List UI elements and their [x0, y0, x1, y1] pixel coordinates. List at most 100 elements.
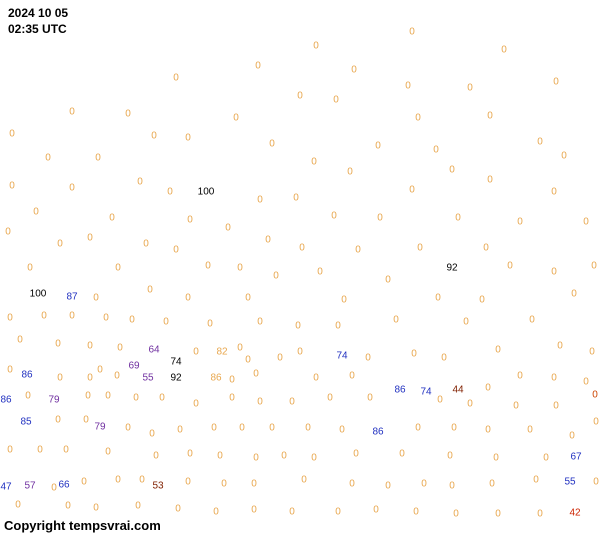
data-point: 0	[55, 339, 61, 350]
data-point: 0	[55, 415, 61, 426]
data-point: 0	[317, 267, 323, 278]
data-point: 0	[229, 375, 235, 386]
data-point: 0	[297, 91, 303, 102]
data-point: 0	[265, 235, 271, 246]
data-point: 0	[37, 445, 43, 456]
data-point: 0	[543, 453, 549, 464]
data-point: 0	[453, 509, 459, 520]
data-point: 0	[487, 111, 493, 122]
data-point: 0	[257, 397, 263, 408]
data-point: 0	[353, 449, 359, 460]
data-point: 0	[253, 453, 259, 464]
data-point: 0	[133, 393, 139, 404]
data-point: 0	[97, 365, 103, 376]
data-point: 0	[533, 475, 539, 486]
data-point: 0	[593, 477, 599, 488]
data-point: 0	[299, 243, 305, 254]
data-point: 0	[327, 393, 333, 404]
data-point: 0	[175, 504, 181, 515]
data-point: 86	[372, 427, 383, 438]
data-point: 0	[313, 41, 319, 52]
data-point: 0	[311, 453, 317, 464]
data-point: 57	[24, 481, 35, 492]
data-point: 0	[193, 399, 199, 410]
data-point: 0	[33, 207, 39, 218]
data-point: 47	[0, 482, 11, 493]
data-point: 0	[341, 295, 347, 306]
data-point: 0	[17, 335, 23, 346]
data-point: 53	[152, 481, 163, 492]
data-point: 0	[447, 451, 453, 462]
data-point: 0	[281, 451, 287, 462]
data-point: 0	[351, 65, 357, 76]
data-point: 0	[269, 139, 275, 150]
data-point: 79	[48, 395, 59, 406]
data-point: 0	[399, 449, 405, 460]
data-point: 0	[551, 373, 557, 384]
data-point: 0	[589, 347, 595, 358]
data-point: 0	[583, 217, 589, 228]
data-point: 0	[239, 423, 245, 434]
data-point: 0	[167, 187, 173, 198]
data-point: 74	[336, 351, 347, 362]
data-point: 0	[149, 429, 155, 440]
data-point: 86	[394, 385, 405, 396]
data-point: 0	[57, 373, 63, 384]
data-point: 64	[148, 345, 159, 356]
data-point: 0	[45, 153, 51, 164]
data-point: 0	[87, 341, 93, 352]
data-point: 0	[7, 313, 13, 324]
data-point: 0	[213, 507, 219, 518]
data-point: 0	[485, 425, 491, 436]
data-point: 0	[583, 377, 589, 388]
data-point: 0	[349, 371, 355, 382]
data-point: 0	[81, 477, 87, 488]
data-point: 0	[63, 445, 69, 456]
data-point: 0	[489, 479, 495, 490]
data-point: 0	[463, 317, 469, 328]
data-point: 0	[129, 315, 135, 326]
data-point: 0	[451, 423, 457, 434]
data-point: 100	[198, 187, 215, 198]
data-point: 0	[137, 177, 143, 188]
data-point: 0	[269, 423, 275, 434]
data-point: 66	[58, 480, 69, 491]
data-point: 0	[147, 285, 153, 296]
data-point: 0	[507, 261, 513, 272]
data-point: 0	[173, 73, 179, 84]
data-point: 0	[103, 313, 109, 324]
data-point: 0	[405, 81, 411, 92]
data-point: 0	[5, 227, 11, 238]
data-point: 0	[591, 261, 597, 272]
data-point: 0	[301, 475, 307, 486]
data-point: 74	[420, 387, 431, 398]
data-point: 0	[441, 353, 447, 364]
data-point: 0	[41, 311, 47, 322]
data-point: 0	[135, 501, 141, 512]
data-point: 0	[173, 245, 179, 256]
data-point: 0	[305, 423, 311, 434]
data-point: 0	[421, 479, 427, 490]
data-point: 0	[151, 131, 157, 142]
data-point: 0	[529, 315, 535, 326]
data-point: 0	[83, 415, 89, 426]
data-point: 0	[517, 217, 523, 228]
data-point: 0	[237, 263, 243, 274]
data-point: 0	[187, 215, 193, 226]
data-point: 0	[347, 167, 353, 178]
data-point: 79	[94, 422, 105, 433]
data-point: 0	[251, 505, 257, 516]
data-point: 0	[185, 293, 191, 304]
data-point: 0	[495, 509, 501, 520]
data-point: 0	[365, 353, 371, 364]
data-point: 0	[69, 107, 75, 118]
data-point: 0	[93, 293, 99, 304]
data-point: 0	[537, 509, 543, 520]
data-point: 74	[170, 357, 181, 368]
data-point: 0	[467, 399, 473, 410]
data-point: 92	[170, 373, 181, 384]
data-point: 0	[501, 45, 507, 56]
header-time: 02:35 UTC	[8, 22, 68, 38]
data-point: 0	[553, 401, 559, 412]
data-point: 100	[30, 289, 47, 300]
